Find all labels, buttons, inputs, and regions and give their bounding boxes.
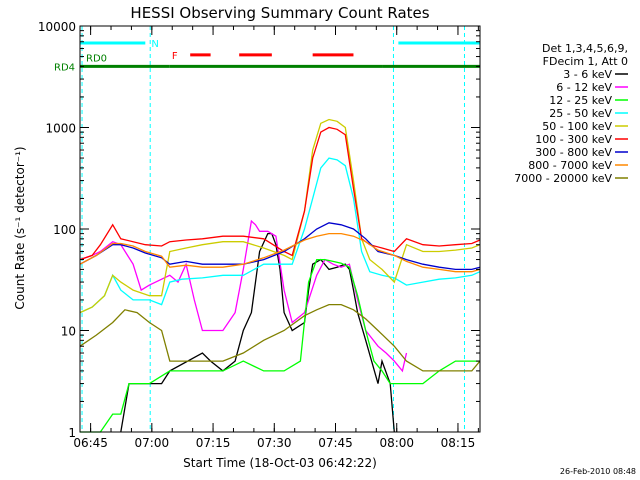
annotation-label-n: N bbox=[151, 39, 158, 50]
series-line-1 bbox=[79, 219, 408, 373]
legend-label-6: 300 - 800 keV bbox=[535, 146, 612, 159]
legend-label-1: 6 - 12 keV bbox=[556, 81, 612, 94]
x-axis-label: Start Time (18-Oct-03 06:42:22) bbox=[183, 456, 377, 470]
y-tick-label: 10 bbox=[61, 325, 76, 339]
legend-header-line: Det 1,3,4,5,6,9, bbox=[542, 42, 628, 55]
legend-label-3: 25 - 50 keV bbox=[549, 107, 612, 120]
legend: Det 1,3,4,5,6,9,FDecim 1, Att 03 - 6 keV… bbox=[514, 42, 628, 185]
series-line-3 bbox=[79, 157, 481, 314]
series-line-5 bbox=[79, 126, 481, 261]
legend-label-8: 7000 - 20000 keV bbox=[514, 172, 612, 185]
x-tick-label: 08:00 bbox=[379, 436, 414, 450]
legend-label-5: 100 - 300 keV bbox=[535, 133, 612, 146]
y-axis-label: Count Rate (s⁻¹ detector⁻¹) bbox=[13, 146, 27, 309]
x-tick-label: 07:45 bbox=[318, 436, 353, 450]
x-tick-label: 07:00 bbox=[135, 436, 170, 450]
x-tick-label: 07:15 bbox=[196, 436, 231, 450]
series-line-7 bbox=[79, 232, 481, 273]
legend-header-line: FDecim 1, Att 0 bbox=[543, 55, 628, 68]
y-tick-label: 1000 bbox=[45, 122, 76, 136]
legend-label-4: 50 - 100 keV bbox=[542, 120, 612, 133]
annotation-label-rd0: RD0 bbox=[86, 53, 107, 64]
y-tick-label: 1 bbox=[68, 426, 76, 440]
legend-label-0: 3 - 6 keV bbox=[563, 68, 612, 81]
footer-timestamp: 26-Feb-2010 08:48 bbox=[560, 467, 636, 476]
x-tick-label: 07:30 bbox=[257, 436, 292, 450]
legend-label-2: 12 - 25 keV bbox=[549, 94, 612, 107]
x-tick-label: 06:45 bbox=[73, 436, 108, 450]
y-tick-label: 100 bbox=[53, 223, 76, 237]
annotation-label-f: F bbox=[172, 51, 178, 62]
chart-title: HESSI Observing Summary Count Rates bbox=[130, 4, 429, 22]
series-line-8 bbox=[79, 303, 481, 372]
series-line-4 bbox=[79, 118, 481, 314]
plot-area: N F RD0 RD4 1 10 100 1000 10000 06:45 07:00 07:15 07… bbox=[38, 20, 481, 450]
series-line-2 bbox=[80, 258, 480, 433]
y-tick-label: 10000 bbox=[38, 20, 76, 34]
annotation-label-rd4: RD4 bbox=[54, 62, 75, 73]
legend-label-7: 800 - 7000 keV bbox=[528, 159, 612, 172]
x-tick-label: 08:15 bbox=[441, 436, 476, 450]
series-line-0 bbox=[120, 232, 395, 433]
